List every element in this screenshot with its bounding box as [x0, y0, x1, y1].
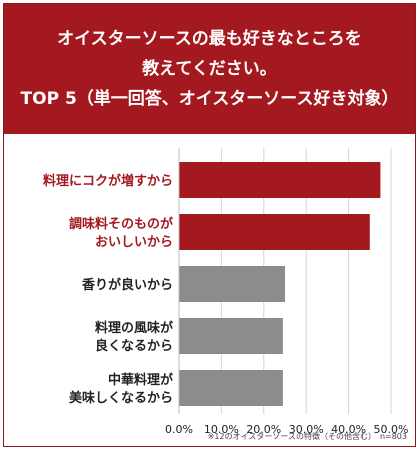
- bar: [179, 318, 283, 354]
- category-label: 調味料そのものが: [69, 216, 173, 232]
- category-label: 良くなるから: [95, 338, 173, 354]
- bar: [179, 214, 370, 250]
- chart-header: オイスターソースの最も好きなところを 教えてください。 TOP 5（単一回答、オ…: [4, 4, 415, 134]
- x-tick-label: 10.0%: [204, 423, 239, 436]
- x-tick-label: 50.0%: [374, 423, 409, 436]
- header-line-3: TOP 5（単一回答、オイスターソース好き対象）: [20, 89, 399, 109]
- header-line-2: 教えてください。: [142, 59, 277, 79]
- bar-chart: 料理にコクが増すから調味料そのものがおいしいから香りが良いから料理の風味が良くな…: [43, 148, 409, 436]
- category-label: 美味しくなるから: [69, 390, 173, 406]
- chart-card: オイスターソースの最も好きなところを 教えてください。 TOP 5（単一回答、オ…: [3, 3, 416, 447]
- category-label: 中華料理が: [108, 372, 173, 388]
- category-label: 香りが良いから: [81, 277, 173, 293]
- x-tick-label: 20.0%: [246, 423, 281, 436]
- x-tick-label: 40.0%: [331, 423, 366, 436]
- category-label: 料理にコクが増すから: [43, 173, 173, 189]
- category-label: おいしいから: [95, 235, 173, 250]
- category-label: 料理の風味が: [95, 320, 173, 336]
- x-tick-label: 0.0%: [165, 423, 193, 436]
- bar: [179, 370, 283, 406]
- header-line-1: オイスターソースの最も好きなところを: [57, 29, 362, 49]
- bar: [179, 266, 285, 302]
- x-tick-label: 30.0%: [289, 423, 324, 436]
- footnote: ※12のオイスターソースの特徴（その他含む） n=803: [207, 432, 407, 441]
- chart-area: 料理にコクが増すから調味料そのものがおいしいから香りが良いから料理の風味が 良くな…: [4, 134, 415, 446]
- bar: [179, 162, 381, 198]
